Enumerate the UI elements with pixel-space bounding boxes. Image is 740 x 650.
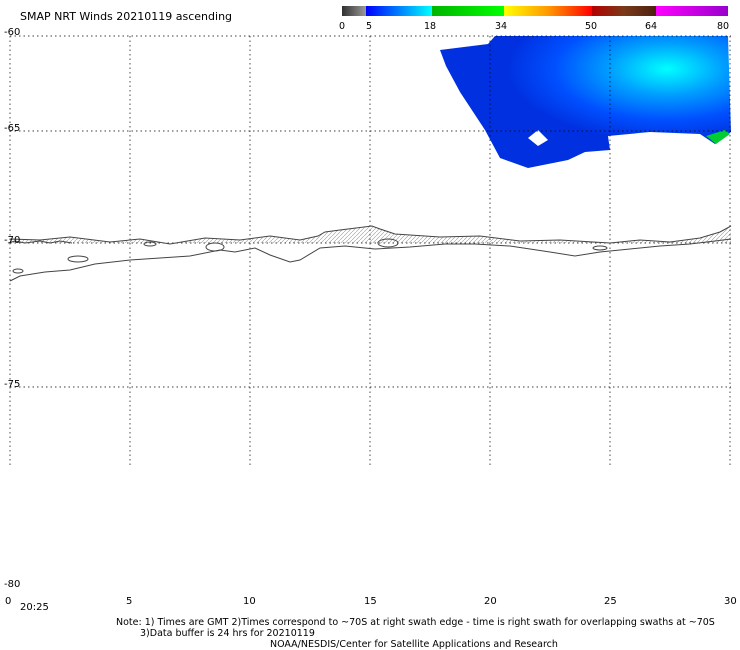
lon-label: 30 [724,596,737,607]
colorbar-segment-64-80 [656,6,728,16]
credit-line: NOAA/NESDIS/Center for Satellite Applica… [270,639,558,650]
chart-title: SMAP NRT Winds 20210119 ascending [20,10,233,23]
wind-swath [440,36,731,168]
colorbar-segment-34-50 [504,6,592,16]
colorbar-tick-label: 5 [365,21,373,32]
colorbar-tick-label: 64 [644,21,658,32]
lat-label: -60 [4,27,21,38]
colorbar-tick-label: 0 [338,21,346,32]
colorbar-segment-5-18 [366,6,432,16]
colorbar [342,6,728,16]
footnote-line-2: 3)Data buffer is 24 hrs for 20210119 [140,628,315,639]
lat-label: -75 [4,379,21,390]
colorbar-segment-18-34 [432,6,504,16]
colorbar-tick-label: 50 [584,21,598,32]
footnote-line-1: Note: 1) Times are GMT 2)Times correspon… [116,617,715,628]
colorbar-tick-label: 80 [716,21,730,32]
colorbar-tick-label: 18 [423,21,437,32]
lon-label: 20 [484,596,497,607]
colorbar-tick-label: 34 [494,21,508,32]
lat-label: -80 [4,579,21,590]
ice-shelf-hatch [10,226,731,244]
lon-label: 25 [604,596,617,607]
colorbar-segment-50-64 [592,6,656,16]
lon-label: 15 [364,596,377,607]
colorbar-segment-calm [342,6,366,16]
lon-label: 5 [126,596,133,607]
lon-label: 10 [243,596,256,607]
lat-label: -65 [4,123,21,134]
lat-label: -70 [4,235,21,246]
lon-label: 0 [5,596,12,607]
swath-time-label: 20:25 [20,602,49,613]
